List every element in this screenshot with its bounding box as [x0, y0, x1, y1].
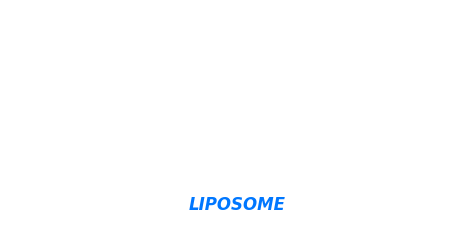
- Text: LIPOSOME: LIPOSOME: [189, 196, 285, 214]
